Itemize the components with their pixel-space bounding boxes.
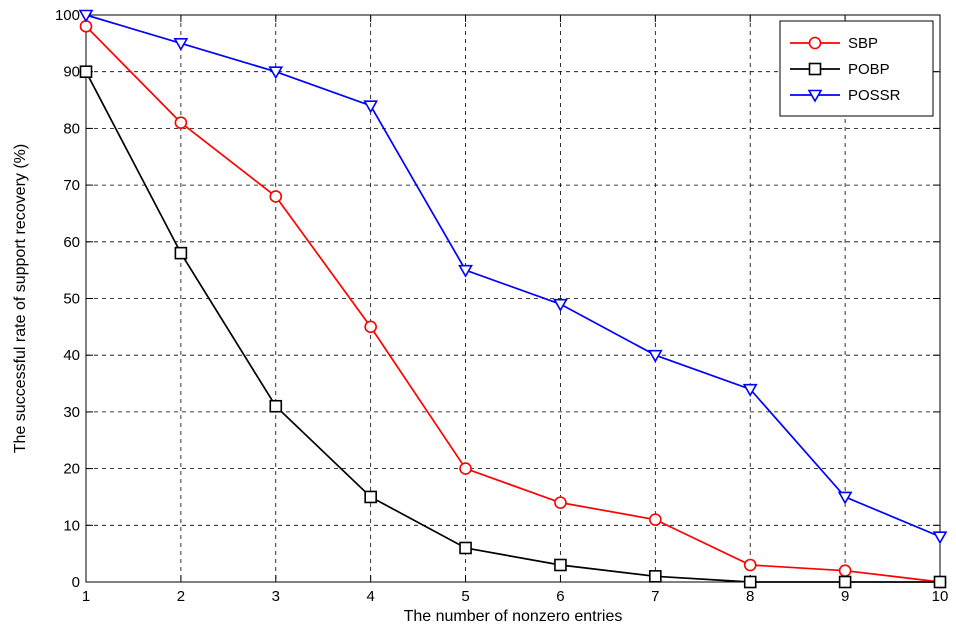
data-point-possr [458, 264, 473, 278]
series-line-possr [85, 14, 941, 538]
data-point-possr [553, 298, 568, 312]
data-point-sbp [649, 513, 662, 526]
x-tick-label: 3 [272, 588, 280, 605]
data-point-pobp [174, 246, 188, 260]
series-line-pobp [85, 71, 940, 583]
data-point-pobp [459, 541, 472, 555]
series-possr [78, 9, 948, 545]
legend-marker-possr [807, 89, 823, 103]
y-tick-label: 20 [63, 461, 80, 478]
x-tick-label: 6 [556, 588, 564, 605]
data-point-sbp [364, 320, 377, 334]
grid [86, 15, 940, 582]
data-point-sbp [459, 462, 472, 475]
x-tick-label: 8 [746, 588, 754, 605]
y-tick-label: 100 [55, 7, 80, 24]
y-tick-label: 90 [63, 64, 80, 81]
data-point-possr [742, 383, 758, 397]
y-tick-label: 30 [63, 404, 80, 421]
data-point-sbp [174, 116, 188, 130]
y-tick-label: 60 [63, 234, 80, 251]
x-tick-label: 2 [177, 588, 185, 605]
x-tick-label: 5 [461, 588, 469, 605]
data-point-pobp [79, 65, 93, 78]
y-tick-label: 80 [63, 120, 80, 137]
legend-label-pobp: POBP [848, 61, 890, 78]
data-point-sbp [554, 496, 567, 509]
legend-marker-pobp [808, 62, 822, 76]
data-point-pobp [554, 558, 567, 572]
data-point-possr [268, 66, 284, 80]
y-tick-label: 10 [63, 517, 80, 534]
legend-label-sbp: SBP [848, 35, 878, 52]
data-point-sbp [269, 190, 283, 203]
x-tick-label: 10 [932, 588, 949, 605]
data-point-sbp [838, 564, 852, 577]
series-line-sbp [85, 25, 941, 583]
x-tick-label: 7 [651, 588, 659, 605]
legend: SBP POBP POSSR [779, 20, 934, 117]
y-tick-label: 50 [63, 291, 80, 308]
data-point-possr [173, 38, 189, 51]
data-point-possr [78, 9, 94, 23]
data-point-possr [932, 531, 948, 545]
data-point-possr [647, 349, 663, 363]
x-tick-label: 1 [82, 588, 90, 605]
data-point-pobp [364, 490, 377, 504]
series-pobp [79, 65, 947, 589]
x-tick-label: 4 [366, 588, 374, 605]
data-point-pobp [269, 399, 283, 413]
x-tick-label: 9 [841, 588, 849, 605]
y-tick-label: 40 [63, 347, 80, 364]
y-tick-label: 70 [63, 177, 80, 194]
legend-marker-sbp [808, 36, 822, 50]
data-point-pobp [933, 575, 947, 589]
data-point-sbp [743, 558, 757, 572]
data-point-pobp [838, 575, 852, 589]
y-axis-label: The successful rate of support recovery … [12, 144, 29, 453]
series-layer [78, 9, 948, 589]
data-point-possr [363, 100, 379, 114]
x-axis-label: The number of nonzero entries [404, 608, 623, 625]
y-tick-label: 0 [72, 574, 80, 591]
data-point-pobp [743, 575, 757, 589]
data-point-possr [837, 491, 853, 505]
legend-label-possr: POSSR [848, 87, 901, 104]
data-point-pobp [649, 570, 662, 583]
